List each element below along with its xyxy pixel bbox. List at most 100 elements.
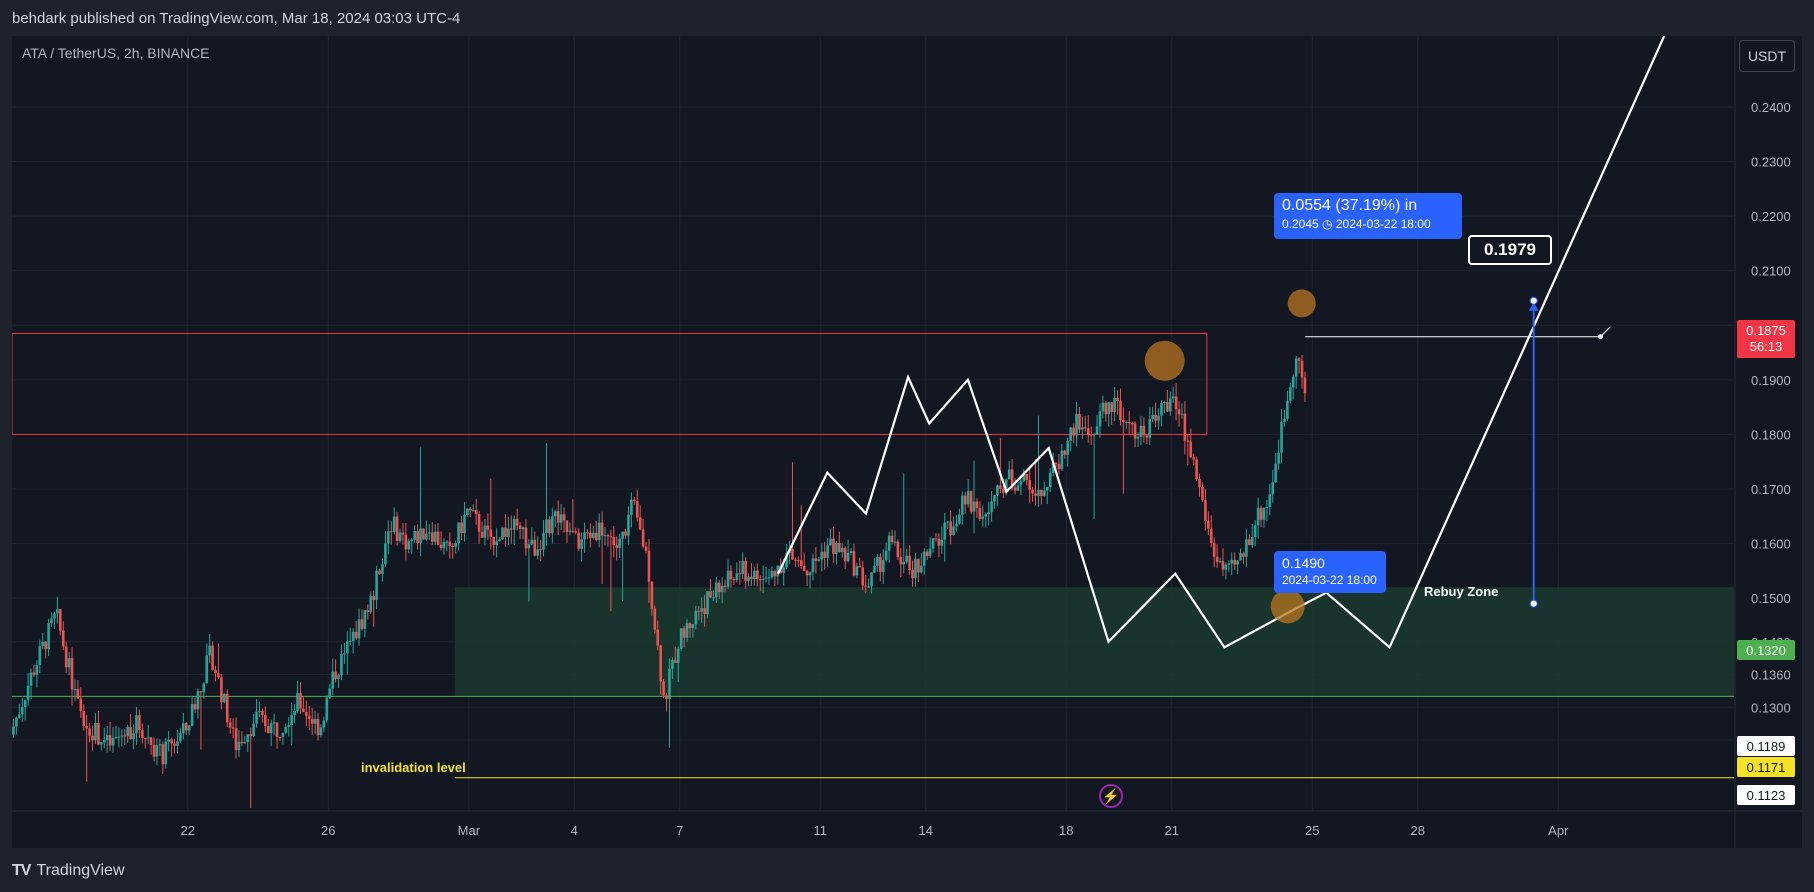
candle-body — [969, 491, 973, 512]
currency-button[interactable]: USDT — [1739, 40, 1795, 72]
candle-body — [717, 582, 721, 593]
candle-body — [50, 618, 53, 624]
candle-body — [791, 548, 794, 560]
candle-body — [325, 697, 329, 721]
candle-body — [879, 556, 882, 573]
candle-body — [952, 526, 955, 536]
candle-body — [709, 591, 712, 598]
candle-body — [53, 613, 56, 619]
candle-body — [659, 645, 662, 682]
candle-body — [284, 726, 288, 733]
candle-body — [410, 539, 414, 542]
candle-body — [1215, 556, 1219, 562]
price-tick-label: 0.1700 — [1751, 482, 1791, 497]
candle-body — [712, 597, 715, 599]
measure-target-label: 0.0554 (37.19%) in 0.2045 ◷ 2024-03-22 1… — [1274, 193, 1462, 239]
candle-body — [287, 725, 291, 727]
candle-body — [1201, 486, 1204, 501]
candle-body — [805, 571, 809, 576]
candle-body — [489, 529, 493, 537]
candle-body — [738, 573, 742, 575]
candle-body — [381, 564, 384, 574]
candle-body — [387, 531, 390, 544]
candle-body — [1007, 469, 1011, 480]
candle-body — [1283, 418, 1286, 422]
candle-body — [776, 565, 780, 577]
tradingview-logo[interactable]: TV TradingView — [12, 862, 125, 880]
candle-body — [515, 518, 519, 526]
candle-body — [217, 673, 220, 678]
candle-body — [647, 550, 651, 582]
candle-body — [474, 510, 478, 515]
candle-body — [1034, 493, 1037, 496]
candle-body — [433, 531, 437, 542]
candle-body — [700, 608, 703, 612]
candle-body — [674, 659, 677, 663]
current-price-tag: 0.1875 56:13 — [1737, 320, 1795, 358]
candle-body — [1183, 413, 1187, 441]
candle-body — [1271, 482, 1275, 495]
measure-change-text: 0.0554 (37.19%) in — [1282, 197, 1418, 214]
candle-body — [59, 609, 62, 631]
price-chart[interactable]: 0.24000.23000.22000.21000.20000.19000.18… — [12, 36, 1802, 848]
candle-body — [627, 514, 630, 536]
candle-body — [671, 659, 674, 669]
candle-body — [1004, 479, 1008, 493]
candle-body — [337, 675, 340, 680]
candle-body — [1022, 474, 1026, 482]
candle-body — [1168, 398, 1172, 412]
measure-target-date: 2024-03-22 18:00 — [1335, 217, 1431, 231]
candle-body — [1157, 415, 1160, 421]
time-tick-label: 28 — [1410, 823, 1424, 838]
candle-body — [1116, 397, 1119, 402]
candle-body — [958, 514, 961, 524]
candle-body — [492, 536, 496, 546]
candle-body — [82, 710, 86, 726]
candle-body — [1013, 487, 1017, 491]
candle-body — [1303, 377, 1307, 394]
candle-body — [223, 693, 226, 703]
price-tick-label: 0.2100 — [1751, 264, 1791, 279]
candle-body — [556, 511, 560, 523]
candle-body — [161, 744, 165, 765]
candle-body — [864, 585, 867, 587]
candle-body — [220, 677, 223, 703]
candle-body — [1063, 450, 1067, 455]
candle-body — [1207, 520, 1210, 529]
candle-body — [761, 578, 765, 580]
candle-body — [425, 533, 428, 540]
candle-body — [305, 712, 308, 716]
candle-body — [744, 560, 747, 581]
level-callout[interactable]: 0.1979 — [1468, 235, 1552, 265]
chart-area[interactable]: 0.24000.23000.22000.21000.20000.19000.18… — [12, 36, 1802, 848]
candle-body — [1086, 428, 1090, 435]
candle-body — [29, 672, 33, 686]
symbol-label: ATA / TetherUS, 2h, BINANCE — [22, 45, 210, 61]
candle-body — [583, 532, 586, 540]
candle-body — [536, 549, 539, 556]
candle-body — [199, 691, 203, 693]
candle-body — [571, 530, 575, 532]
candle-body — [471, 510, 475, 512]
candle-body — [164, 741, 168, 765]
candle-body — [398, 532, 402, 541]
candle-body — [758, 579, 762, 581]
candle-body — [228, 722, 232, 728]
candle-body — [911, 569, 914, 579]
candle-body — [890, 535, 894, 543]
lightning-icon[interactable]: ⚡ — [1099, 784, 1123, 808]
candle-body — [603, 535, 607, 537]
candle-body — [501, 527, 504, 540]
candle-body — [272, 722, 276, 724]
candle-body — [1160, 402, 1163, 416]
candle-body — [808, 572, 812, 576]
candle-body — [735, 573, 739, 581]
candle-body — [378, 570, 381, 574]
candle-body — [767, 577, 771, 579]
candle-body — [870, 572, 873, 587]
candle-body — [917, 558, 920, 573]
candle-body — [369, 596, 373, 612]
candle-body — [580, 539, 583, 549]
candle-body — [173, 743, 176, 746]
candle-body — [993, 495, 996, 502]
